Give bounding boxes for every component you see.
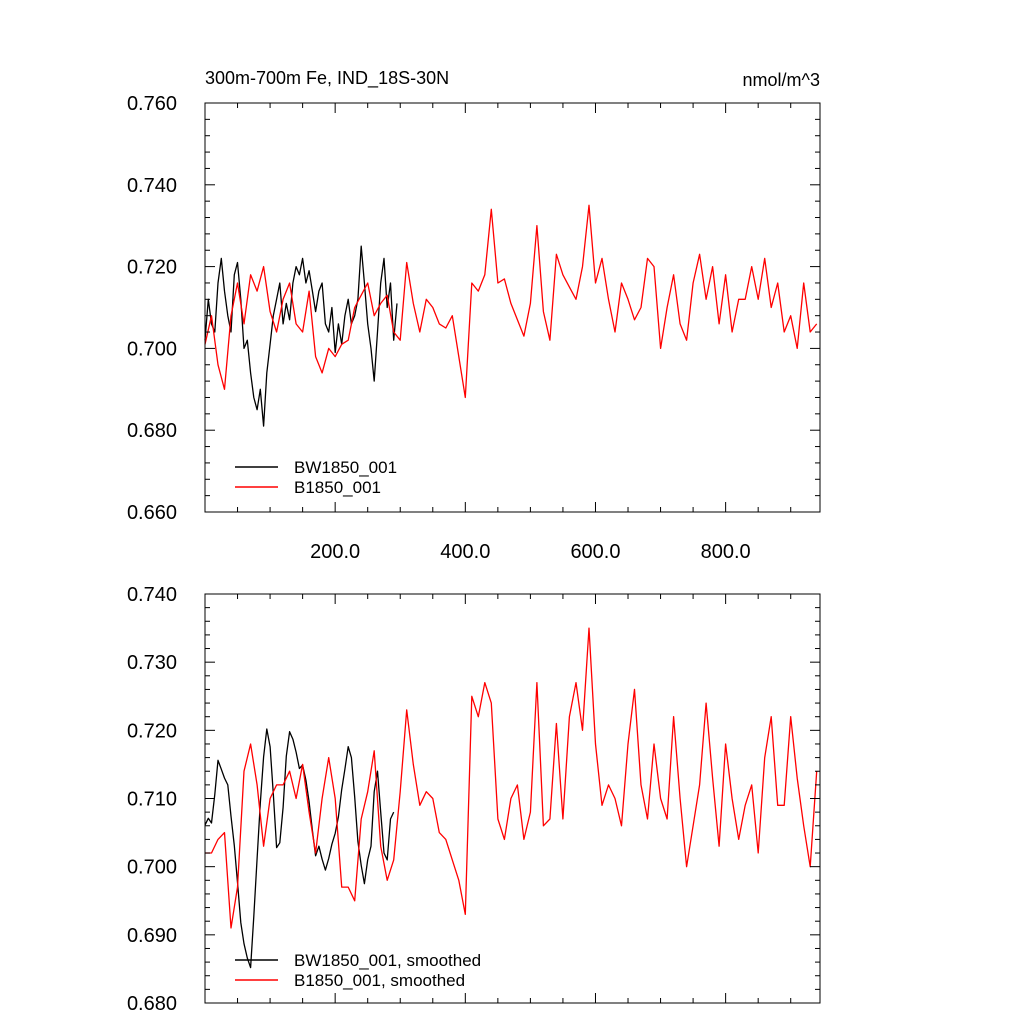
- bottom-plot-frame: [204, 593, 821, 1004]
- y-tick-label: 0.680: [127, 420, 177, 442]
- y-tick-label: 0.700: [127, 857, 177, 879]
- series-line-b1850: [205, 627, 818, 929]
- y-tick-label: 0.710: [127, 789, 177, 811]
- legend-label: B1850_001, smoothed: [294, 971, 465, 990]
- legend-label: B1850_001: [294, 478, 381, 497]
- y-tick-label: 0.760: [127, 93, 177, 115]
- series-line-bw1850: [204, 245, 398, 427]
- x-tick-label: 200.0: [310, 541, 360, 563]
- top-panel-title: 300m-700m Fe, IND_18S-30N: [205, 68, 449, 89]
- y-tick-label: 0.740: [127, 584, 177, 606]
- x-tick-label: 800.0: [701, 541, 751, 563]
- x-tick-label: 400.0: [440, 541, 490, 563]
- top-panel: 300m-700m Fe, IND_18S-30N nmol/m^3 0.660…: [127, 68, 821, 563]
- x-tick-label: 600.0: [570, 541, 620, 563]
- y-tick-label: 0.690: [127, 925, 177, 947]
- y-tick-label: 0.680: [127, 993, 177, 1015]
- y-tick-label: 0.720: [127, 720, 177, 742]
- y-tick-label: 0.720: [127, 257, 177, 279]
- series-line-bw1850: [204, 728, 395, 969]
- legend-label: BW1850_001, smoothed: [294, 951, 481, 970]
- y-tick-label: 0.700: [127, 338, 177, 360]
- series-line-b1850: [204, 204, 818, 399]
- y-tick-label: 0.660: [127, 502, 177, 524]
- y-tick-label: 0.730: [127, 652, 177, 674]
- top-plot-frame: [204, 102, 821, 513]
- bottom-panel: 0.680 0.690 0.700 0.710 0.720 0.730 0.740 BW18…: [127, 584, 821, 1015]
- y-tick-label: 0.740: [127, 175, 177, 197]
- top-panel-units: nmol/m^3: [743, 70, 820, 90]
- legend-label: BW1850_001: [294, 458, 397, 477]
